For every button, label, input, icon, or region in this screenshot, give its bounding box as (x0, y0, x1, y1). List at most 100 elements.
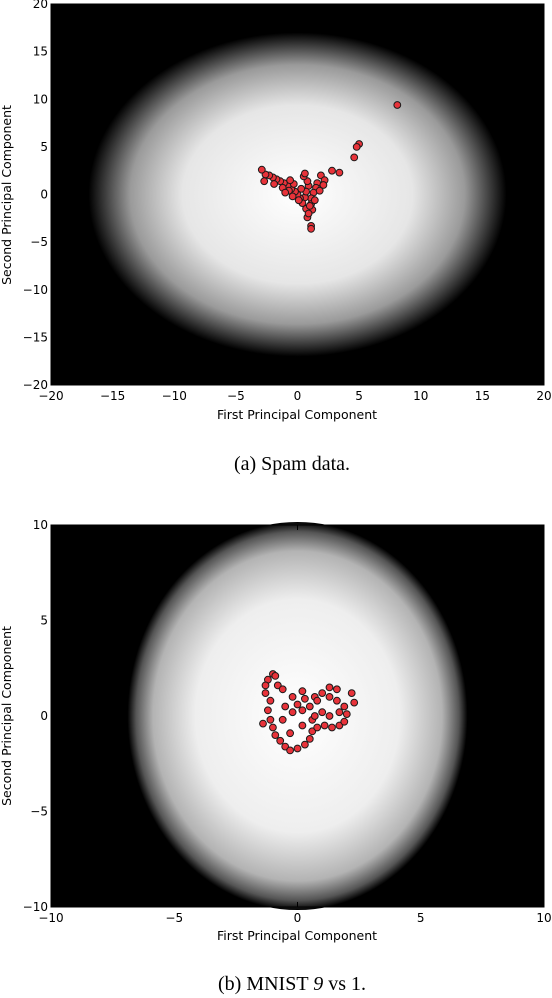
x-tick-label: −15 (100, 389, 125, 403)
data-point (393, 101, 402, 109)
y-tick-label: 20 (33, 0, 48, 11)
data-point (286, 729, 295, 738)
data-point (304, 209, 313, 218)
x-tick-label: 5 (417, 911, 425, 925)
x-ticks-a: −20 −15 −10 −5 0 5 10 15 20 (38, 4, 552, 403)
y-tick-label: 5 (40, 614, 48, 628)
x-tick-label: 0 (294, 389, 302, 403)
data-point (305, 702, 314, 711)
data-point (315, 186, 324, 195)
data-point (301, 694, 309, 703)
data-point (340, 702, 349, 711)
scatter-points-b (259, 670, 359, 755)
data-point (264, 706, 272, 715)
y-tick-label: 10 (33, 92, 48, 106)
x-tick-label: −5 (165, 911, 183, 925)
data-point (266, 696, 275, 705)
data-point (286, 176, 295, 185)
y-axis-label-b: Second Principal Component (0, 626, 14, 806)
data-point (333, 696, 341, 705)
data-point (297, 184, 306, 193)
y-tick-label: 15 (33, 45, 48, 59)
data-point (278, 685, 287, 694)
data-point (313, 723, 322, 732)
data-point (313, 696, 322, 705)
y-ticks-b: −10 −5 0 5 10 (23, 518, 544, 914)
x-tick-label: 5 (355, 389, 363, 403)
y-ticks-a: −20 −15 −10 −5 0 5 10 15 20 (23, 0, 544, 392)
data-point (318, 689, 327, 697)
x-tick-label: 10 (413, 389, 428, 403)
data-point (281, 188, 290, 197)
caption-b-math: 9 (313, 973, 323, 995)
y-tick-label: −10 (23, 900, 48, 914)
data-point (347, 689, 356, 697)
data-point (271, 731, 280, 739)
data-point (319, 181, 328, 189)
data-point (318, 708, 327, 717)
y-tick-label: 5 (40, 140, 48, 154)
x-tick-label: 10 (536, 911, 551, 925)
scatter-points-a (257, 101, 402, 233)
data-point (325, 712, 334, 720)
data-point (325, 693, 334, 701)
data-point (325, 683, 334, 692)
data-point (266, 715, 275, 724)
y-tick-label: −15 (23, 330, 48, 344)
data-point (293, 700, 302, 709)
x-tick-label: −10 (162, 389, 187, 403)
density-field-b (127, 522, 468, 910)
y-tick-label: 10 (33, 518, 48, 532)
data-point (342, 710, 351, 718)
data-point (286, 746, 295, 755)
caption-b-mid: vs (323, 973, 351, 995)
x-tick-label: 15 (475, 389, 490, 403)
y-tick-label: −10 (23, 283, 48, 297)
data-point (310, 712, 319, 720)
data-point (288, 192, 297, 201)
data-point (352, 143, 361, 151)
caption-b-math2: 1 (351, 973, 361, 995)
y-axis-label-a: Second Principal Component (0, 105, 14, 285)
data-point (335, 168, 344, 177)
chart-panel-a: −20 −15 −10 −5 0 5 10 15 20 −20−15−10−505101520 … (0, 0, 552, 475)
caption-a: (a) Spam data. (234, 453, 350, 475)
x-axis-label-b: First Principal Component (217, 928, 377, 943)
y-tick-label: −5 (30, 805, 48, 819)
data-point (260, 177, 269, 186)
caption-b-end: . (361, 973, 366, 995)
data-point (270, 180, 279, 188)
data-point (271, 672, 280, 680)
data-point (328, 166, 336, 175)
data-point (328, 723, 336, 732)
data-point (276, 736, 285, 745)
data-point (340, 717, 349, 726)
data-point (301, 169, 309, 178)
caption-b-prefix: (b) MNIST (218, 973, 313, 995)
data-point (261, 681, 270, 690)
data-point (333, 685, 341, 694)
data-point (294, 196, 303, 205)
x-tick-label: −10 (38, 911, 63, 925)
y-tick-label: −20 (23, 378, 48, 392)
x-axis-label-a: First Principal Component (217, 407, 377, 422)
data-point (257, 165, 266, 174)
data-point (298, 706, 307, 715)
data-point (293, 744, 302, 753)
y-tick-label: 0 (40, 188, 48, 202)
data-point (278, 715, 287, 724)
data-point (335, 708, 344, 717)
x-tick-label: −5 (227, 389, 245, 403)
data-point (307, 224, 316, 233)
data-point (350, 698, 359, 707)
data-point (261, 689, 270, 697)
data-point (350, 153, 359, 162)
data-point (301, 740, 309, 749)
data-point (320, 721, 329, 730)
data-point (269, 723, 277, 732)
y-tick-label: −5 (30, 235, 48, 249)
data-point (305, 202, 314, 210)
data-point (259, 719, 267, 728)
x-tick-label: −20 (38, 389, 63, 403)
